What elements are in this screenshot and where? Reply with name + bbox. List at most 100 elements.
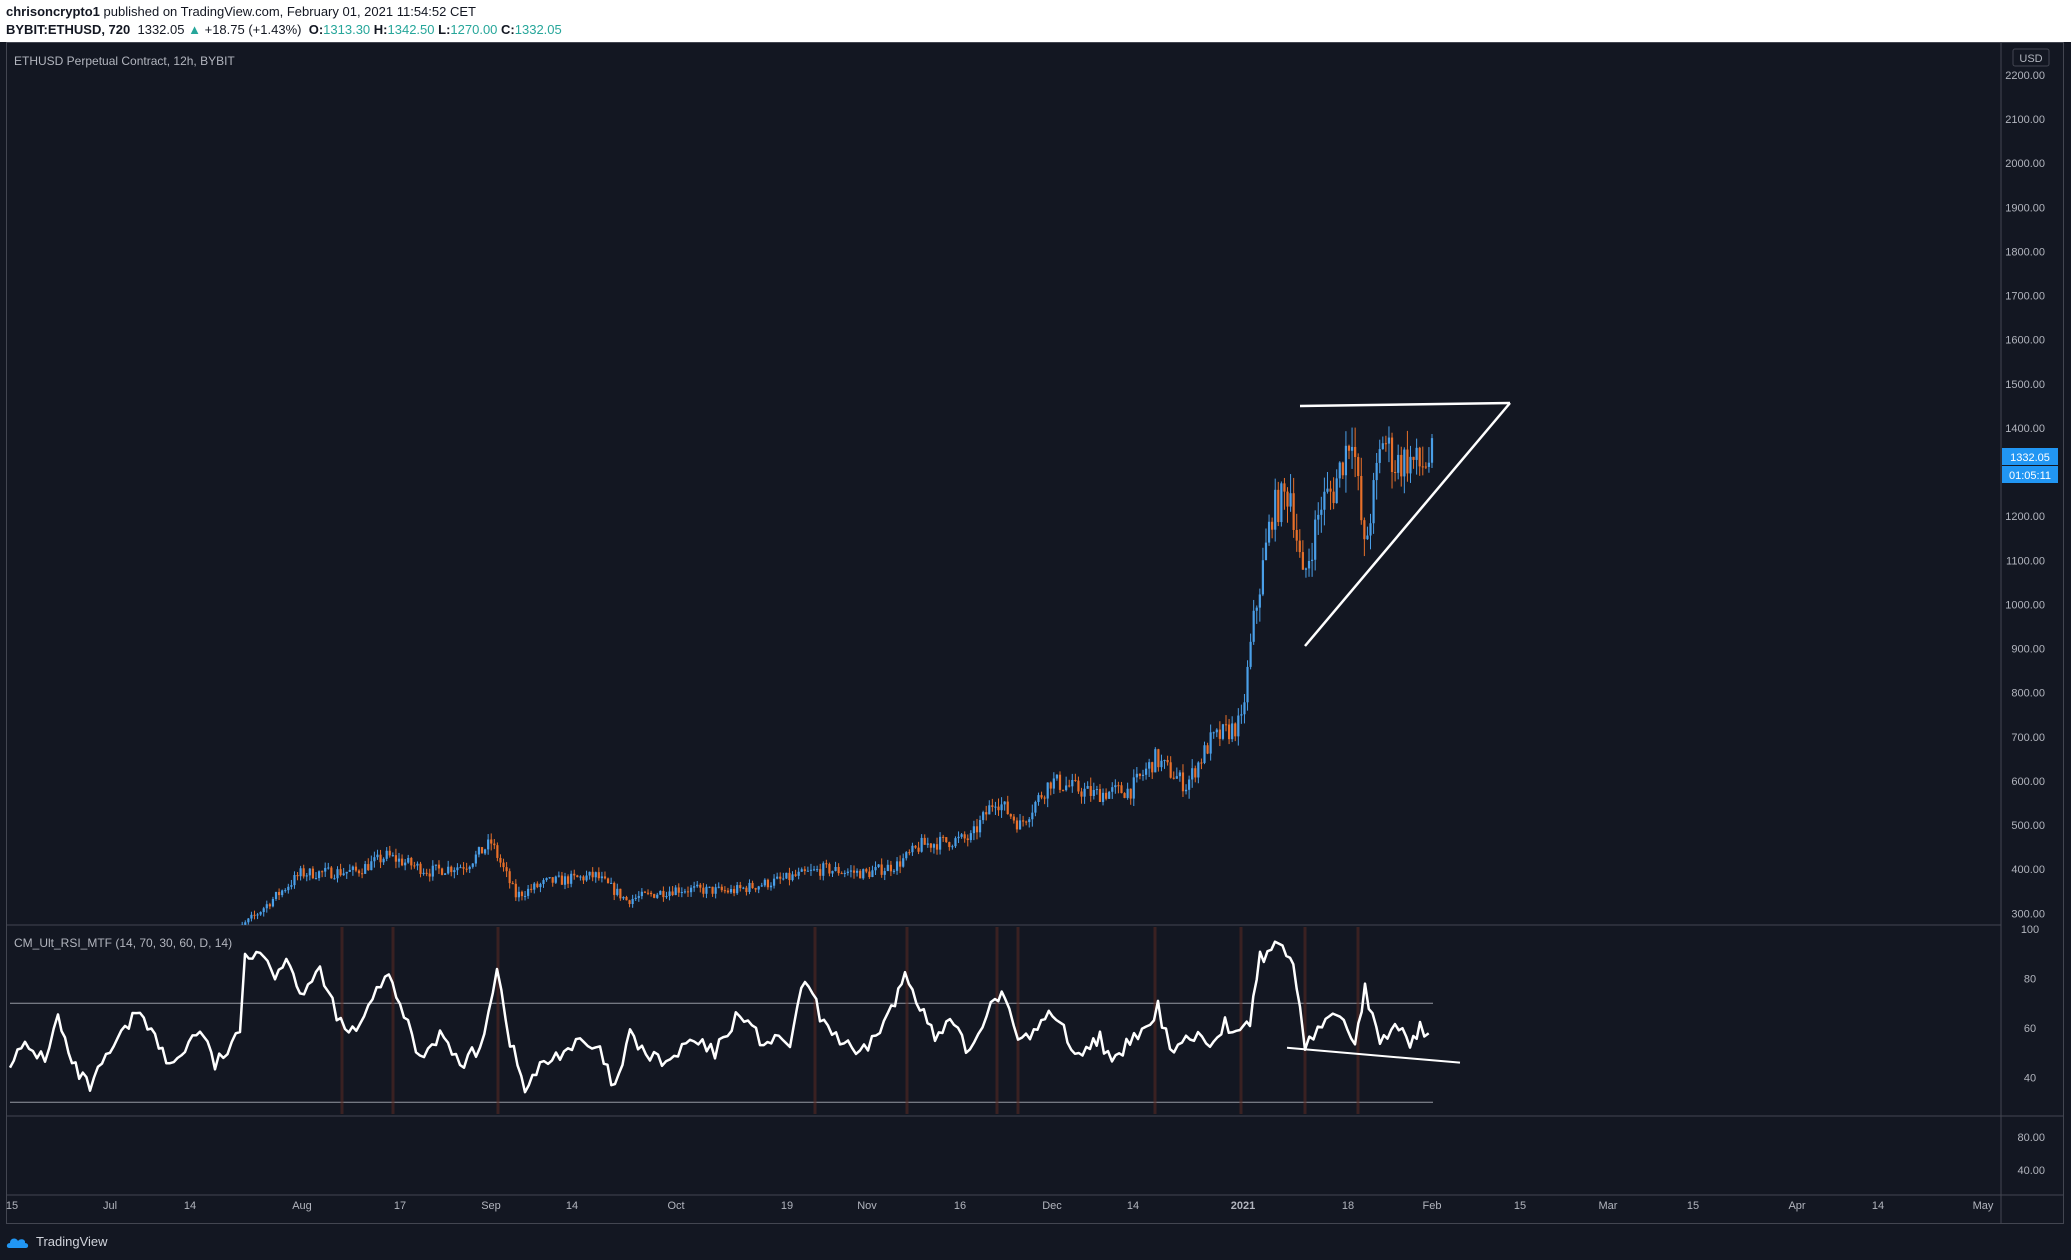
candle-up bbox=[370, 861, 373, 871]
candle-up bbox=[391, 855, 394, 857]
candle-down bbox=[536, 883, 539, 888]
time-axis-label: 14 bbox=[1872, 1200, 1884, 1212]
candle-up bbox=[1141, 774, 1145, 776]
candle-up bbox=[1430, 438, 1434, 463]
main-pane-title: ETHUSD Perpetual Contract, 12h, BYBIT bbox=[14, 54, 235, 68]
candle-up bbox=[1095, 789, 1098, 791]
candle-down bbox=[1105, 792, 1108, 799]
candle-down bbox=[1360, 476, 1363, 521]
tradingview-logo[interactable]: TradingView bbox=[6, 1234, 108, 1249]
candle-down bbox=[788, 872, 791, 881]
candle-up bbox=[812, 869, 816, 871]
candle-up bbox=[1215, 729, 1218, 733]
chart-canvas[interactable]: 2200.00 2100.00 2000.00 1900.00 1800.00 1700.… bbox=[0, 0, 2071, 1224]
candle-up bbox=[1372, 480, 1375, 524]
change-up-icon: ▲ bbox=[188, 22, 201, 37]
candle-down bbox=[754, 888, 757, 890]
candle-down bbox=[662, 890, 665, 898]
candle-down bbox=[437, 864, 441, 869]
rsi-tick-label: 80 bbox=[2024, 974, 2036, 986]
candle-up bbox=[877, 864, 880, 867]
candle-down bbox=[852, 870, 856, 873]
currency-badge bbox=[2012, 48, 2050, 67]
candle-up bbox=[938, 836, 942, 850]
author-name[interactable]: chrisoncrypto1 bbox=[6, 4, 100, 19]
candle-up bbox=[1274, 489, 1277, 530]
candle-down bbox=[1169, 762, 1172, 778]
candle-down bbox=[619, 888, 622, 899]
candle-up bbox=[806, 870, 809, 872]
high-label: H: bbox=[373, 22, 388, 37]
candle-up bbox=[1065, 785, 1068, 791]
candle-down bbox=[711, 886, 714, 894]
candle-down bbox=[794, 874, 797, 876]
candle-up bbox=[1240, 714, 1243, 716]
high-value: 1342.50 bbox=[387, 22, 435, 37]
price-tick-label: 1200.00 bbox=[2005, 511, 2045, 523]
price-tick-label: 1800.00 bbox=[2005, 246, 2045, 258]
candle-up bbox=[345, 871, 348, 874]
candle-down bbox=[1347, 445, 1351, 451]
candle-up bbox=[1375, 462, 1378, 481]
candle-up bbox=[1307, 560, 1311, 569]
candle-down bbox=[991, 805, 994, 807]
candle-up bbox=[333, 878, 336, 880]
candle-up bbox=[1184, 789, 1188, 792]
candle-up bbox=[250, 914, 253, 919]
candle-down bbox=[1181, 772, 1185, 792]
candle-up bbox=[407, 857, 410, 863]
candle-up bbox=[533, 883, 536, 890]
time-axis-label: 15 bbox=[1687, 1200, 1699, 1212]
candle-up bbox=[1237, 715, 1240, 737]
candle-up bbox=[760, 885, 763, 887]
candle-up bbox=[434, 864, 437, 866]
candle-up bbox=[364, 864, 367, 874]
candle-down bbox=[1224, 724, 1228, 726]
candle-down bbox=[726, 890, 730, 893]
candle-down bbox=[653, 894, 656, 898]
candle-down bbox=[1394, 471, 1397, 473]
candle-up bbox=[748, 882, 751, 892]
candle-down bbox=[1271, 521, 1274, 530]
candle-up bbox=[545, 878, 548, 881]
candle-down bbox=[253, 914, 256, 916]
candle-down bbox=[502, 862, 505, 868]
candle-down bbox=[1129, 788, 1132, 799]
candle-up bbox=[471, 863, 474, 867]
candle-up bbox=[892, 870, 896, 872]
price-tick-label: 2200.00 bbox=[2005, 70, 2045, 82]
candle-down bbox=[1043, 797, 1046, 799]
candle-down bbox=[963, 834, 966, 839]
candle-up bbox=[1083, 788, 1086, 797]
candle-up bbox=[1114, 785, 1117, 788]
price-tick-label: 2000.00 bbox=[2005, 158, 2045, 170]
candle-down bbox=[1354, 446, 1357, 458]
price-tick-label: 900.00 bbox=[2011, 644, 2045, 656]
open-label: O: bbox=[308, 22, 324, 37]
candle-down bbox=[419, 863, 422, 874]
candle-up bbox=[1160, 760, 1163, 768]
candle-down bbox=[582, 876, 585, 881]
candle-up bbox=[1221, 724, 1225, 739]
candle-up bbox=[797, 871, 800, 876]
candle-up bbox=[342, 873, 345, 876]
candle-up bbox=[1071, 779, 1074, 787]
candle-up bbox=[846, 871, 849, 873]
candle-down bbox=[603, 876, 607, 879]
candle-up bbox=[548, 877, 551, 879]
price-tick-label: 1600.00 bbox=[2005, 335, 2045, 347]
candle-up bbox=[487, 839, 490, 850]
candle-up bbox=[1317, 514, 1320, 520]
candle-up bbox=[729, 889, 733, 893]
candle-up bbox=[1203, 745, 1206, 763]
candle-up bbox=[849, 870, 853, 872]
candle-up bbox=[1018, 820, 1022, 830]
candle-down bbox=[720, 886, 723, 891]
candle-up bbox=[637, 896, 640, 898]
candle-up bbox=[1086, 786, 1089, 789]
candle-down bbox=[1286, 491, 1289, 507]
candle-up bbox=[1209, 732, 1212, 754]
time-axis-label: Mar bbox=[1599, 1200, 1618, 1212]
candle-up bbox=[1314, 519, 1317, 560]
candle-up bbox=[262, 908, 265, 913]
